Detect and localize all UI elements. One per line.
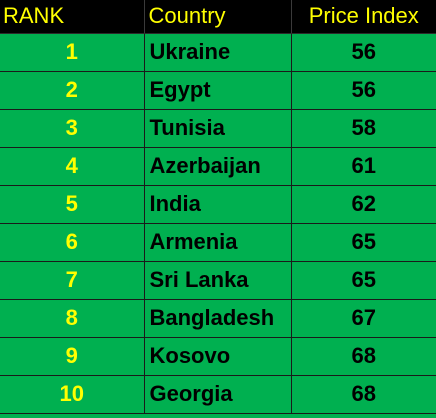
country-cell: Tunisia <box>144 109 292 148</box>
table-row: 2 Egypt 56 <box>0 71 436 110</box>
country-cell: Georgia <box>144 375 292 414</box>
table-row: 4 Azerbaijan 61 <box>0 147 436 186</box>
rank-cell: 8 <box>0 299 145 338</box>
country-cell: Sri Lanka <box>144 261 292 300</box>
rank-cell: 5 <box>0 185 145 224</box>
country-cell: Ukraine <box>144 33 292 72</box>
country-cell: Armenia <box>144 223 292 262</box>
country-cell: India <box>144 185 292 224</box>
country-cell: Kosovo <box>144 337 292 376</box>
price-index-cell: 61 <box>291 147 436 186</box>
price-index-cell: 68 <box>291 337 436 376</box>
price-index-cell: 67 <box>291 299 436 338</box>
country-column-header: Country <box>144 0 292 34</box>
price-index-cell: 68 <box>291 375 436 414</box>
rank-cell: 9 <box>0 337 145 376</box>
table-row: 8 Bangladesh 67 <box>0 299 436 338</box>
rank-cell: 6 <box>0 223 145 262</box>
price-index-cell: 56 <box>291 71 436 110</box>
price-index-cell: 65 <box>291 223 436 262</box>
rank-cell: 1 <box>0 33 145 72</box>
table-row: 10 Georgia 68 <box>0 375 436 414</box>
table-row: 5 India 62 <box>0 185 436 224</box>
rank-cell: 3 <box>0 109 145 148</box>
price-index-cell: 56 <box>291 33 436 72</box>
price-index-cell: 65 <box>291 261 436 300</box>
country-cell: Azerbaijan <box>144 147 292 186</box>
table-row: 6 Armenia 65 <box>0 223 436 262</box>
country-cell: Bangladesh <box>144 299 292 338</box>
rank-cell: 4 <box>0 147 145 186</box>
table-row: 3 Tunisia 58 <box>0 109 436 148</box>
rank-column-header: RANK <box>0 0 145 34</box>
rank-cell: 7 <box>0 261 145 300</box>
rank-cell: 10 <box>0 375 145 414</box>
table-body: 1 Ukraine 56 2 Egypt 56 3 Tunisia 58 4 A… <box>0 33 436 414</box>
price-index-cell: 62 <box>291 185 436 224</box>
price-index-cell: 58 <box>291 109 436 148</box>
price-index-column-header: Price Index <box>291 0 436 34</box>
rank-cell: 2 <box>0 71 145 110</box>
table-header: RANK Country Price Index <box>0 0 436 34</box>
country-cell: Egypt <box>144 71 292 110</box>
table-row: 9 Kosovo 68 <box>0 337 436 376</box>
table-row: 1 Ukraine 56 <box>0 33 436 72</box>
table-row: 7 Sri Lanka 65 <box>0 261 436 300</box>
header-row: RANK Country Price Index <box>0 0 436 34</box>
